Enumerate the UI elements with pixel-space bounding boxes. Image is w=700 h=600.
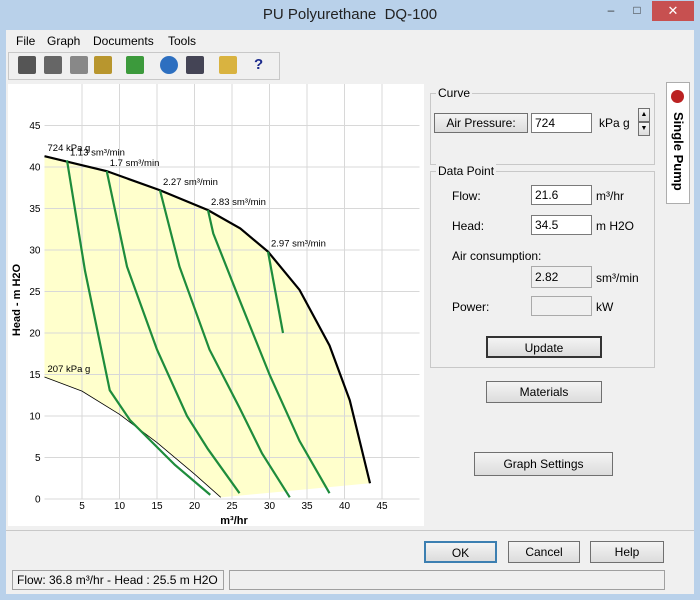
toolbar — [8, 52, 280, 80]
cancel-button[interactable]: Cancel — [508, 541, 580, 563]
minimize-button[interactable]: – — [607, 3, 615, 17]
print-icon[interactable] — [44, 56, 62, 74]
curve — [44, 155, 372, 484]
y-tick-label: 35 — [29, 204, 41, 215]
x-tick-label: 45 — [376, 501, 388, 512]
y-tick-label: 20 — [29, 329, 41, 340]
print-icon[interactable] — [18, 56, 36, 74]
web-icon[interactable] — [160, 56, 178, 74]
y-tick-label: 25 — [29, 287, 41, 298]
status-text: Flow: 36.8 m³/hr - Head : 25.5 m H2O — [12, 570, 224, 590]
curve — [105, 170, 241, 494]
curve-label: 724 kPa g — [48, 143, 91, 154]
graph-icon[interactable] — [126, 56, 144, 74]
x-axis-label: m³/hr — [220, 515, 248, 526]
curve-label: 1.13 sm³/min — [70, 147, 125, 158]
head-field[interactable]: 34.5 — [531, 215, 592, 235]
curve-label: 207 kPa g — [48, 364, 91, 375]
help-button[interactable]: Help — [590, 541, 664, 563]
ok-button[interactable]: OK — [424, 541, 497, 563]
help-icon[interactable]: ? — [254, 56, 264, 73]
spin-down[interactable]: ▼ — [638, 122, 650, 136]
x-tick-label: 5 — [79, 501, 85, 512]
air-pressure-field[interactable]: 724 — [531, 113, 592, 133]
curve-label: 1.7 sm³/min — [110, 158, 160, 169]
curve — [158, 189, 291, 498]
maximize-button[interactable]: □ — [633, 3, 641, 17]
curve-label: 2.97 sm³/min — [271, 239, 326, 250]
menu-item[interactable]: Tools — [168, 34, 197, 48]
status-panel — [229, 570, 665, 590]
operating-area — [44, 156, 370, 498]
doc-icon[interactable] — [70, 56, 88, 74]
flow-field[interactable]: 21.6 — [531, 185, 592, 205]
x-tick-label: 10 — [114, 501, 126, 512]
field-label: Flow: — [452, 189, 481, 203]
y-tick-label: 30 — [29, 246, 41, 257]
air-pressure-button[interactable]: Air Pressure: — [434, 113, 528, 133]
update-button[interactable]: Update — [486, 336, 602, 358]
x-tick-label: 15 — [151, 501, 163, 512]
tab[interactable] — [666, 82, 690, 204]
power-field — [531, 296, 592, 316]
close-button[interactable]: ✕ — [652, 1, 694, 21]
graph-settings-button[interactable]: Graph Settings — [474, 452, 613, 476]
curve — [266, 251, 285, 334]
curve-label: 2.27 sm³/min — [163, 177, 218, 188]
curve-group — [430, 93, 655, 165]
home-icon[interactable] — [219, 56, 237, 74]
y-tick-label: 10 — [29, 412, 41, 423]
unit-label: m H2O — [596, 219, 635, 233]
field-label: Power: — [452, 300, 490, 314]
y-tick-label: 0 — [35, 495, 41, 506]
unit-label: kPa g — [599, 116, 630, 130]
x-tick-label: 30 — [264, 501, 276, 512]
group-title: Curve — [436, 86, 473, 100]
window-title: PU Polyurethane DQ-100 — [262, 6, 438, 23]
y-tick-label: 45 — [29, 121, 41, 132]
materials-button[interactable]: Materials — [486, 381, 602, 403]
field-label: Air consumption: — [452, 249, 542, 263]
x-tick-label: 35 — [301, 501, 313, 512]
x-tick-label: 20 — [189, 501, 201, 512]
y-tick-label: 40 — [29, 163, 41, 174]
chart: m³/hr Head - m H2O 5 10 15 20 25 30 35 40 45 0 5 10… — [8, 84, 424, 526]
doc-icon[interactable] — [94, 56, 112, 74]
curve-label: 2.83 sm³/min — [211, 197, 266, 208]
field-label: Head: — [452, 219, 485, 233]
unit-label: sm³/min — [596, 271, 639, 285]
x-tick-label: 25 — [226, 501, 238, 512]
separator — [6, 530, 694, 531]
air-consumption-field: 2.82 — [531, 266, 592, 288]
x-tick-label: 40 — [339, 501, 351, 512]
y-tick-label: 15 — [29, 370, 41, 381]
menu-item[interactable]: Graph — [47, 34, 81, 48]
group-title: Data Point — [436, 164, 497, 178]
spin-up[interactable]: ▲ — [638, 108, 650, 122]
menu-item[interactable]: File — [16, 34, 36, 48]
tab-icon — [671, 90, 684, 103]
menu-item[interactable]: Documents — [93, 34, 154, 48]
computer-icon[interactable] — [186, 56, 204, 74]
y-axis-label: Head - m H2O — [11, 263, 23, 336]
curve — [206, 209, 331, 494]
unit-label: m³/hr — [596, 189, 624, 203]
unit-label: kW — [596, 300, 614, 314]
curve — [65, 160, 211, 496]
tab-label[interactable]: Single Pump — [671, 112, 686, 191]
y-tick-label: 5 — [35, 453, 41, 464]
data-point-group — [430, 171, 655, 368]
